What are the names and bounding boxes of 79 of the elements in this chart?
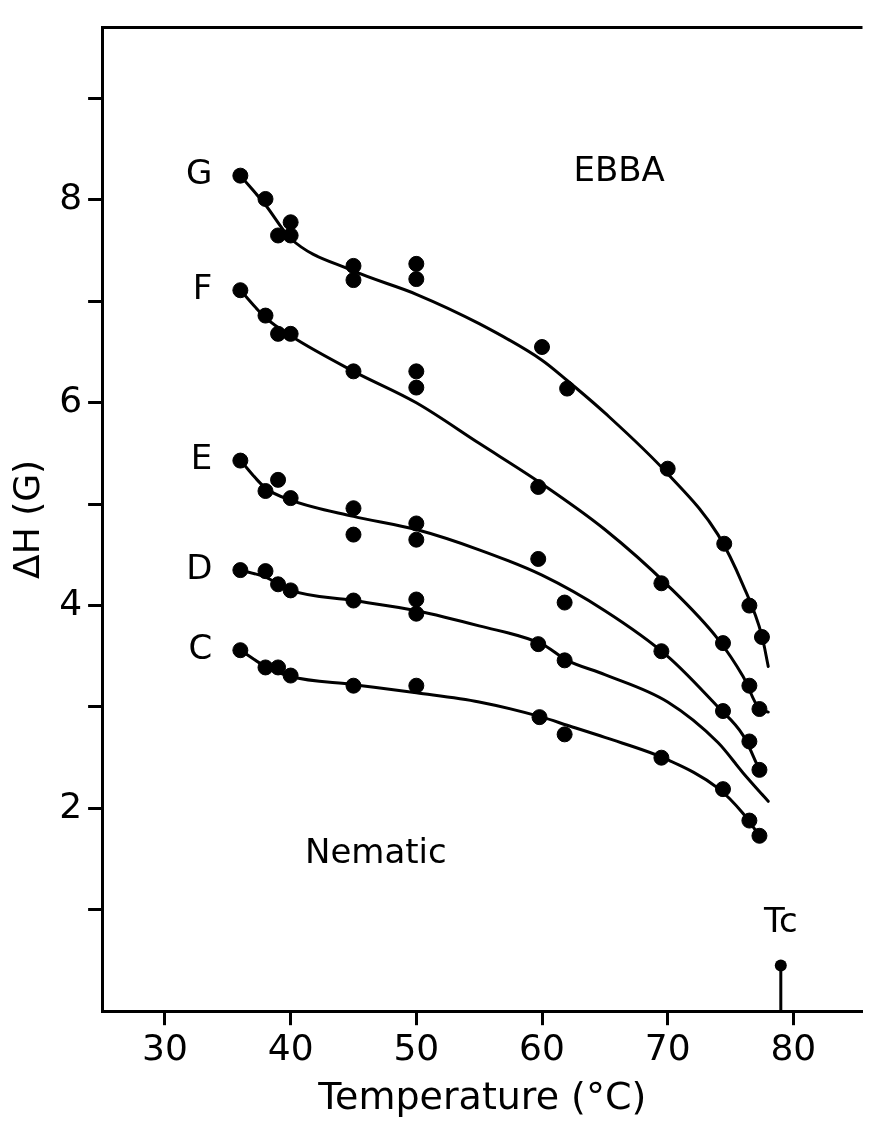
point <box>408 255 425 272</box>
point <box>659 460 676 477</box>
point <box>345 272 362 289</box>
point <box>653 575 670 592</box>
point <box>232 562 249 579</box>
series-label: F <box>192 267 213 308</box>
annotation: Tc <box>762 900 798 941</box>
point <box>716 535 733 552</box>
point <box>741 812 758 829</box>
point <box>556 652 573 669</box>
x-tick-label: 70 <box>644 1027 691 1069</box>
text: EBBA <box>573 149 665 190</box>
point <box>408 591 425 608</box>
point <box>408 677 425 694</box>
x-tick-label: 80 <box>770 1027 817 1069</box>
point <box>408 515 425 532</box>
point <box>345 500 362 517</box>
point <box>232 642 249 659</box>
point <box>282 214 299 231</box>
point <box>530 636 547 653</box>
point <box>270 576 287 593</box>
y-tick-label: 8 <box>59 176 83 218</box>
point <box>714 703 731 720</box>
point <box>741 677 758 694</box>
point <box>257 483 274 500</box>
point <box>556 726 573 743</box>
x-tick-label: 50 <box>393 1027 440 1069</box>
point <box>408 379 425 396</box>
point <box>270 659 287 676</box>
point <box>531 709 548 726</box>
x-tick-label: 60 <box>519 1027 565 1069</box>
point <box>408 605 425 622</box>
point <box>741 597 758 614</box>
point <box>345 677 362 694</box>
point <box>751 827 768 844</box>
point <box>559 380 576 397</box>
point <box>530 550 547 567</box>
y-tick-label: 4 <box>59 581 83 623</box>
y-axis-title: ΔH (G) <box>5 459 47 579</box>
point <box>408 531 425 548</box>
point <box>753 629 770 646</box>
point <box>282 325 299 342</box>
point <box>282 667 299 684</box>
series-label: D <box>186 546 213 587</box>
series-label: G <box>186 152 213 193</box>
point <box>714 635 731 652</box>
point <box>345 592 362 609</box>
series-label: E <box>190 437 213 478</box>
point <box>257 307 274 324</box>
point <box>282 582 299 599</box>
y-tick-label: 2 <box>59 784 83 826</box>
point <box>270 471 287 488</box>
point <box>530 478 547 495</box>
point <box>408 363 425 380</box>
point <box>232 167 249 184</box>
point <box>282 227 299 244</box>
y-tick-label: 6 <box>59 379 83 421</box>
x-axis-title: Temperature (°C) <box>317 1074 647 1119</box>
point <box>408 271 425 288</box>
point <box>345 257 362 274</box>
point <box>282 490 299 507</box>
point <box>345 526 362 543</box>
point <box>741 733 758 750</box>
point <box>751 701 768 718</box>
point <box>653 749 670 766</box>
x-tick-label: 30 <box>142 1027 188 1069</box>
point <box>714 781 731 798</box>
point <box>556 594 573 611</box>
series-label: C <box>188 627 213 668</box>
point <box>232 452 249 469</box>
point <box>534 339 550 356</box>
point <box>232 282 249 299</box>
point <box>653 643 670 660</box>
point <box>257 190 274 207</box>
point <box>345 363 362 380</box>
annotation: Nematic <box>304 830 447 871</box>
point <box>257 563 274 580</box>
point <box>751 761 768 778</box>
x-tick-label: 40 <box>267 1027 314 1069</box>
